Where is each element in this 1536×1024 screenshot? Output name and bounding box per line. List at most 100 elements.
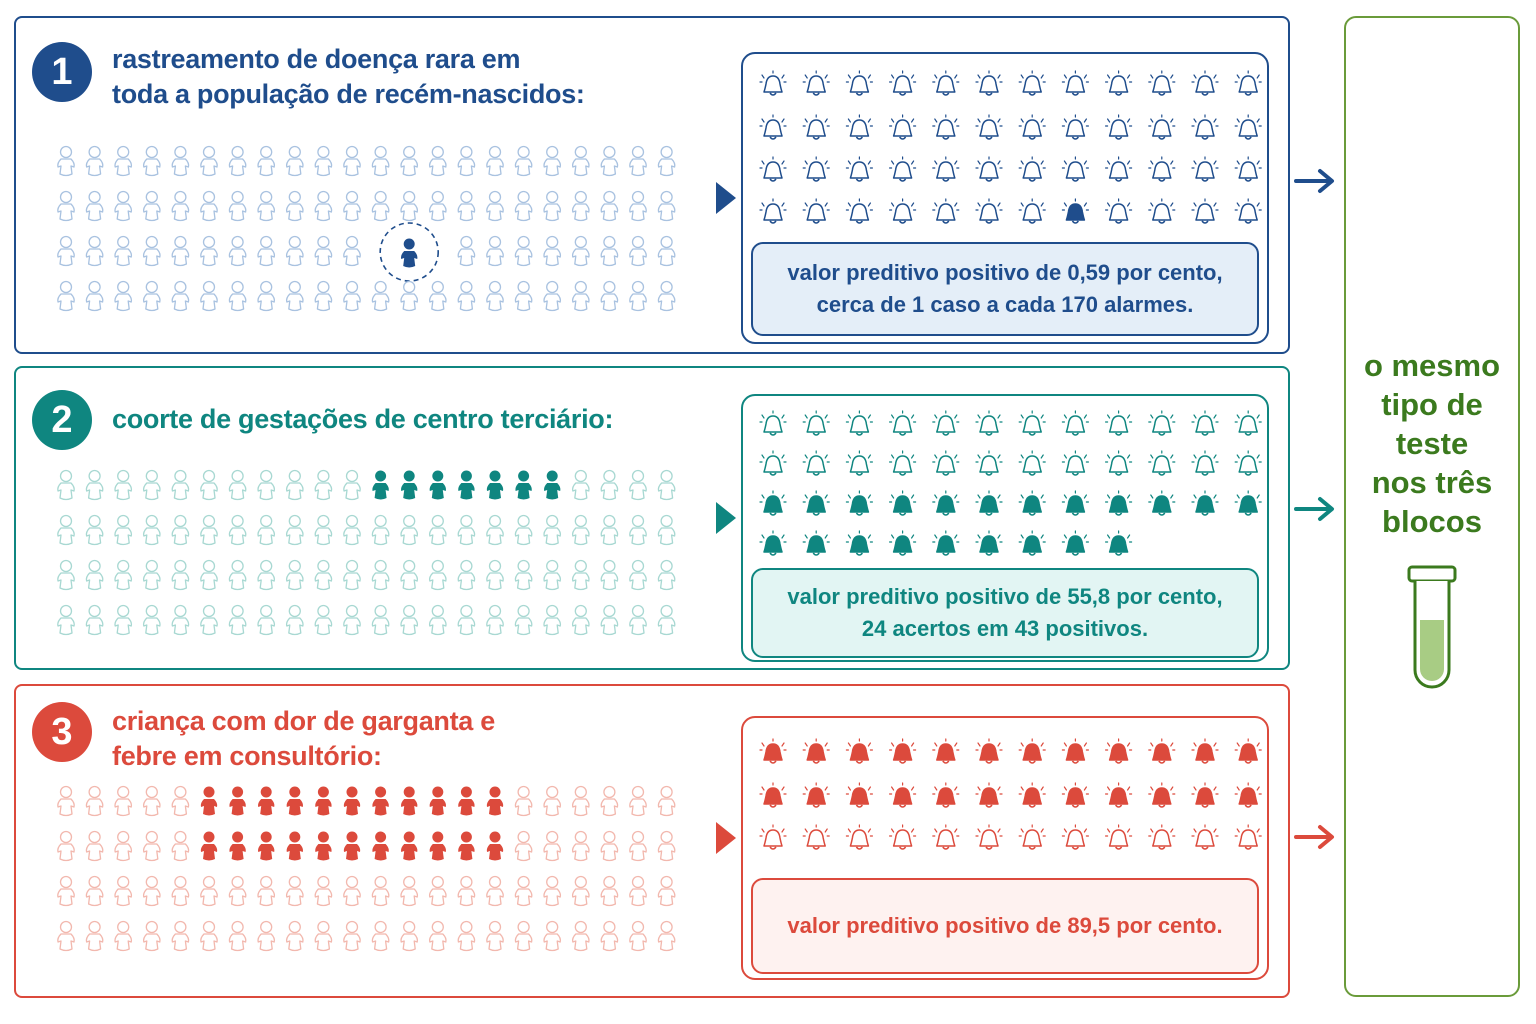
person-icon — [543, 235, 562, 267]
bell-icon — [889, 198, 917, 224]
person-icon — [400, 190, 419, 222]
person-icon — [514, 785, 533, 817]
person-icon — [571, 785, 590, 817]
person-icon — [114, 830, 133, 862]
person-icon — [571, 920, 590, 952]
person-icon — [543, 920, 562, 952]
person-icon — [228, 235, 247, 267]
bell-icon — [1234, 114, 1262, 140]
panel-number-badge: 2 — [32, 390, 92, 450]
person-icon — [314, 514, 333, 546]
panel-title: rastreamento de doença rara em toda a po… — [112, 42, 585, 112]
person-icon — [400, 514, 419, 546]
person-icon — [200, 920, 218, 952]
person-icon — [314, 469, 333, 501]
arrow-right-icon — [1294, 825, 1334, 849]
bell-icon — [1105, 490, 1133, 516]
population-people-grid — [52, 468, 682, 648]
bell-icon — [975, 114, 1003, 140]
bell-icon — [1148, 782, 1176, 808]
person-icon — [200, 831, 218, 861]
bell-icon — [845, 156, 873, 182]
person-icon — [514, 830, 533, 862]
stat-line: valor preditivo positivo de 0,59 por cen… — [787, 260, 1223, 285]
person-icon — [429, 786, 446, 816]
bell-icon — [1191, 490, 1219, 516]
bell-icon — [802, 410, 830, 436]
bell-icon — [1061, 410, 1089, 436]
person-icon — [429, 470, 446, 500]
bell-icon — [802, 156, 830, 182]
person-icon — [514, 145, 533, 177]
person-icon — [400, 604, 419, 636]
person-icon — [85, 235, 104, 267]
person-icon — [372, 786, 389, 816]
person-icon — [57, 559, 75, 591]
bell-icon — [802, 70, 830, 96]
person-icon — [228, 514, 247, 546]
population-people-grid — [52, 784, 682, 964]
bell-icon — [802, 198, 830, 224]
bell-icon — [1191, 450, 1219, 476]
panel-1: 1 rastreamento de doença rara em toda a … — [14, 16, 1290, 354]
person-icon — [285, 145, 304, 177]
person-icon — [457, 280, 476, 312]
person-icon — [228, 280, 247, 312]
person-icon — [257, 469, 276, 501]
bell-icon — [932, 490, 960, 516]
person-icon — [114, 145, 133, 177]
person-icon — [514, 875, 533, 907]
bell-icon — [975, 410, 1003, 436]
person-icon — [629, 145, 647, 177]
person-icon — [114, 280, 133, 312]
person-icon — [571, 604, 590, 636]
person-icon — [85, 559, 104, 591]
bell-icon — [1061, 530, 1089, 556]
person-icon — [171, 514, 190, 546]
person-icon — [486, 514, 504, 546]
person-icon — [85, 920, 104, 952]
person-icon — [543, 830, 562, 862]
bell-icon — [1105, 114, 1133, 140]
person-icon — [543, 280, 562, 312]
bell-icon — [1105, 738, 1133, 764]
bell-icon — [845, 490, 873, 516]
bell-icon — [759, 410, 787, 436]
person-icon — [600, 785, 619, 817]
bell-icon — [1105, 530, 1133, 556]
person-icon — [657, 235, 676, 267]
person-icon — [285, 920, 304, 952]
bell-icon — [889, 70, 917, 96]
person-icon — [428, 604, 447, 636]
person-icon — [200, 559, 218, 591]
person-icon — [543, 604, 562, 636]
person-icon — [371, 145, 390, 177]
person-icon — [257, 235, 276, 267]
person-icon — [57, 875, 75, 907]
bell-icon — [932, 450, 960, 476]
bell-icon — [845, 410, 873, 436]
person-icon — [315, 786, 332, 816]
bell-icon — [1148, 114, 1176, 140]
person-icon — [629, 604, 647, 636]
panel-title-line: rastreamento de doença rara em — [112, 44, 521, 74]
person-icon — [543, 785, 562, 817]
person-icon — [571, 875, 590, 907]
person-icon — [228, 145, 247, 177]
person-icon — [57, 830, 75, 862]
person-icon — [57, 920, 75, 952]
person-icon — [171, 830, 190, 862]
person-icon — [657, 875, 676, 907]
alarm-bell-grid — [759, 70, 1262, 224]
bell-icon — [975, 198, 1003, 224]
bell-icon — [932, 198, 960, 224]
bell-icon — [975, 490, 1003, 516]
person-icon — [515, 470, 532, 500]
bell-icon — [1148, 410, 1176, 436]
bell-icon — [759, 450, 787, 476]
person-icon — [343, 604, 361, 636]
bell-icon — [759, 824, 787, 850]
panel-title-line: toda a população de recém-nascidos: — [112, 79, 585, 109]
bell-icon — [1191, 782, 1219, 808]
person-icon — [400, 920, 419, 952]
